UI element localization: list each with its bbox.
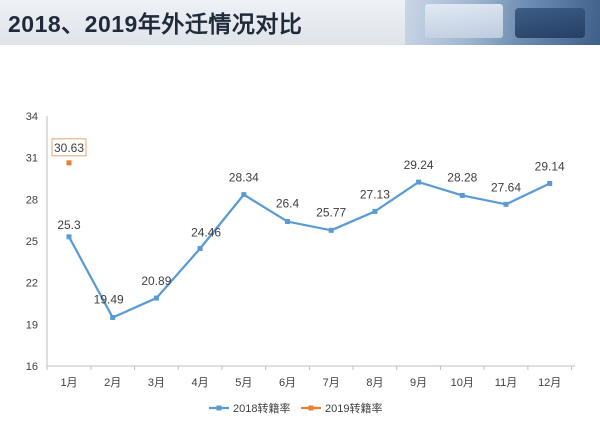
y-tick-label: 16 bbox=[26, 361, 38, 373]
series-2018-data-label: 27.13 bbox=[360, 187, 390, 201]
header-decoration-image bbox=[405, 0, 600, 45]
series-2018-marker bbox=[459, 192, 465, 198]
page-title: 2018、2019年外迁情况对比 bbox=[8, 11, 303, 37]
series-2019-data-label: 30.63 bbox=[54, 141, 84, 155]
x-tick-label: 6月 bbox=[279, 377, 296, 389]
legend-2019-label: 2019转籍率 bbox=[325, 401, 382, 415]
series-2018-data-label: 19.49 bbox=[94, 293, 124, 307]
series-2018-marker bbox=[110, 315, 116, 321]
series-2018-marker bbox=[197, 246, 203, 251]
series-2018-marker bbox=[547, 181, 553, 186]
series-2018-marker bbox=[285, 219, 290, 225]
y-tick-label: 31 bbox=[26, 153, 38, 165]
x-tick-label: 7月 bbox=[323, 377, 340, 389]
series-2018-data-label: 28.28 bbox=[447, 170, 477, 184]
x-tick-label: 1月 bbox=[60, 377, 77, 389]
series-2018-data-label: 27.64 bbox=[491, 180, 521, 194]
series-2019-label-box bbox=[51, 138, 87, 157]
x-tick-label: 9月 bbox=[410, 377, 427, 389]
x-tick-label: 10月 bbox=[451, 377, 474, 389]
series-2018-data-label: 26.4 bbox=[276, 197, 300, 211]
x-tick-label: 5月 bbox=[235, 377, 252, 389]
x-tick-label: 8月 bbox=[366, 377, 383, 389]
series-2018-data-label: 28.34 bbox=[229, 171, 259, 185]
y-tick-label: 28 bbox=[26, 194, 38, 206]
series-2018-data-label: 20.89 bbox=[141, 274, 171, 288]
y-tick-label: 34 bbox=[26, 111, 38, 123]
title-bar: 2018、2019年外迁情况对比 bbox=[0, 0, 600, 45]
series-2018-marker bbox=[66, 234, 72, 240]
x-tick-label: 4月 bbox=[192, 377, 209, 389]
x-tick-label: 12月 bbox=[538, 377, 561, 389]
legend-2018-label: 2018转籍率 bbox=[233, 401, 290, 415]
series-2018-data-label: 29.14 bbox=[535, 160, 565, 174]
x-tick-label: 2月 bbox=[104, 377, 121, 389]
series-2018-data-label: 25.3 bbox=[57, 218, 81, 232]
series-2018-marker bbox=[328, 227, 334, 233]
series-2018-line bbox=[68, 180, 551, 319]
y-tick-label: 22 bbox=[26, 278, 38, 290]
legend-2018-marker bbox=[216, 405, 222, 411]
series-2018-data-label: 25.77 bbox=[316, 205, 346, 219]
legend-2019-marker bbox=[308, 405, 314, 411]
y-tick-label: 19 bbox=[26, 319, 38, 331]
series-2018-marker bbox=[241, 192, 247, 198]
series-2018-data-label: 24.46 bbox=[191, 226, 221, 240]
series-2019-marker bbox=[66, 160, 72, 166]
x-tick-label: 11月 bbox=[495, 377, 517, 389]
series-2018-marker bbox=[372, 208, 378, 214]
series-2018-marker bbox=[503, 201, 509, 207]
series-2018-marker bbox=[153, 295, 159, 301]
y-tick-label: 25 bbox=[26, 236, 38, 248]
series-2018-marker bbox=[416, 179, 422, 185]
x-tick-label: 3月 bbox=[148, 377, 165, 389]
series-2018-data-label: 29.24 bbox=[404, 158, 434, 172]
